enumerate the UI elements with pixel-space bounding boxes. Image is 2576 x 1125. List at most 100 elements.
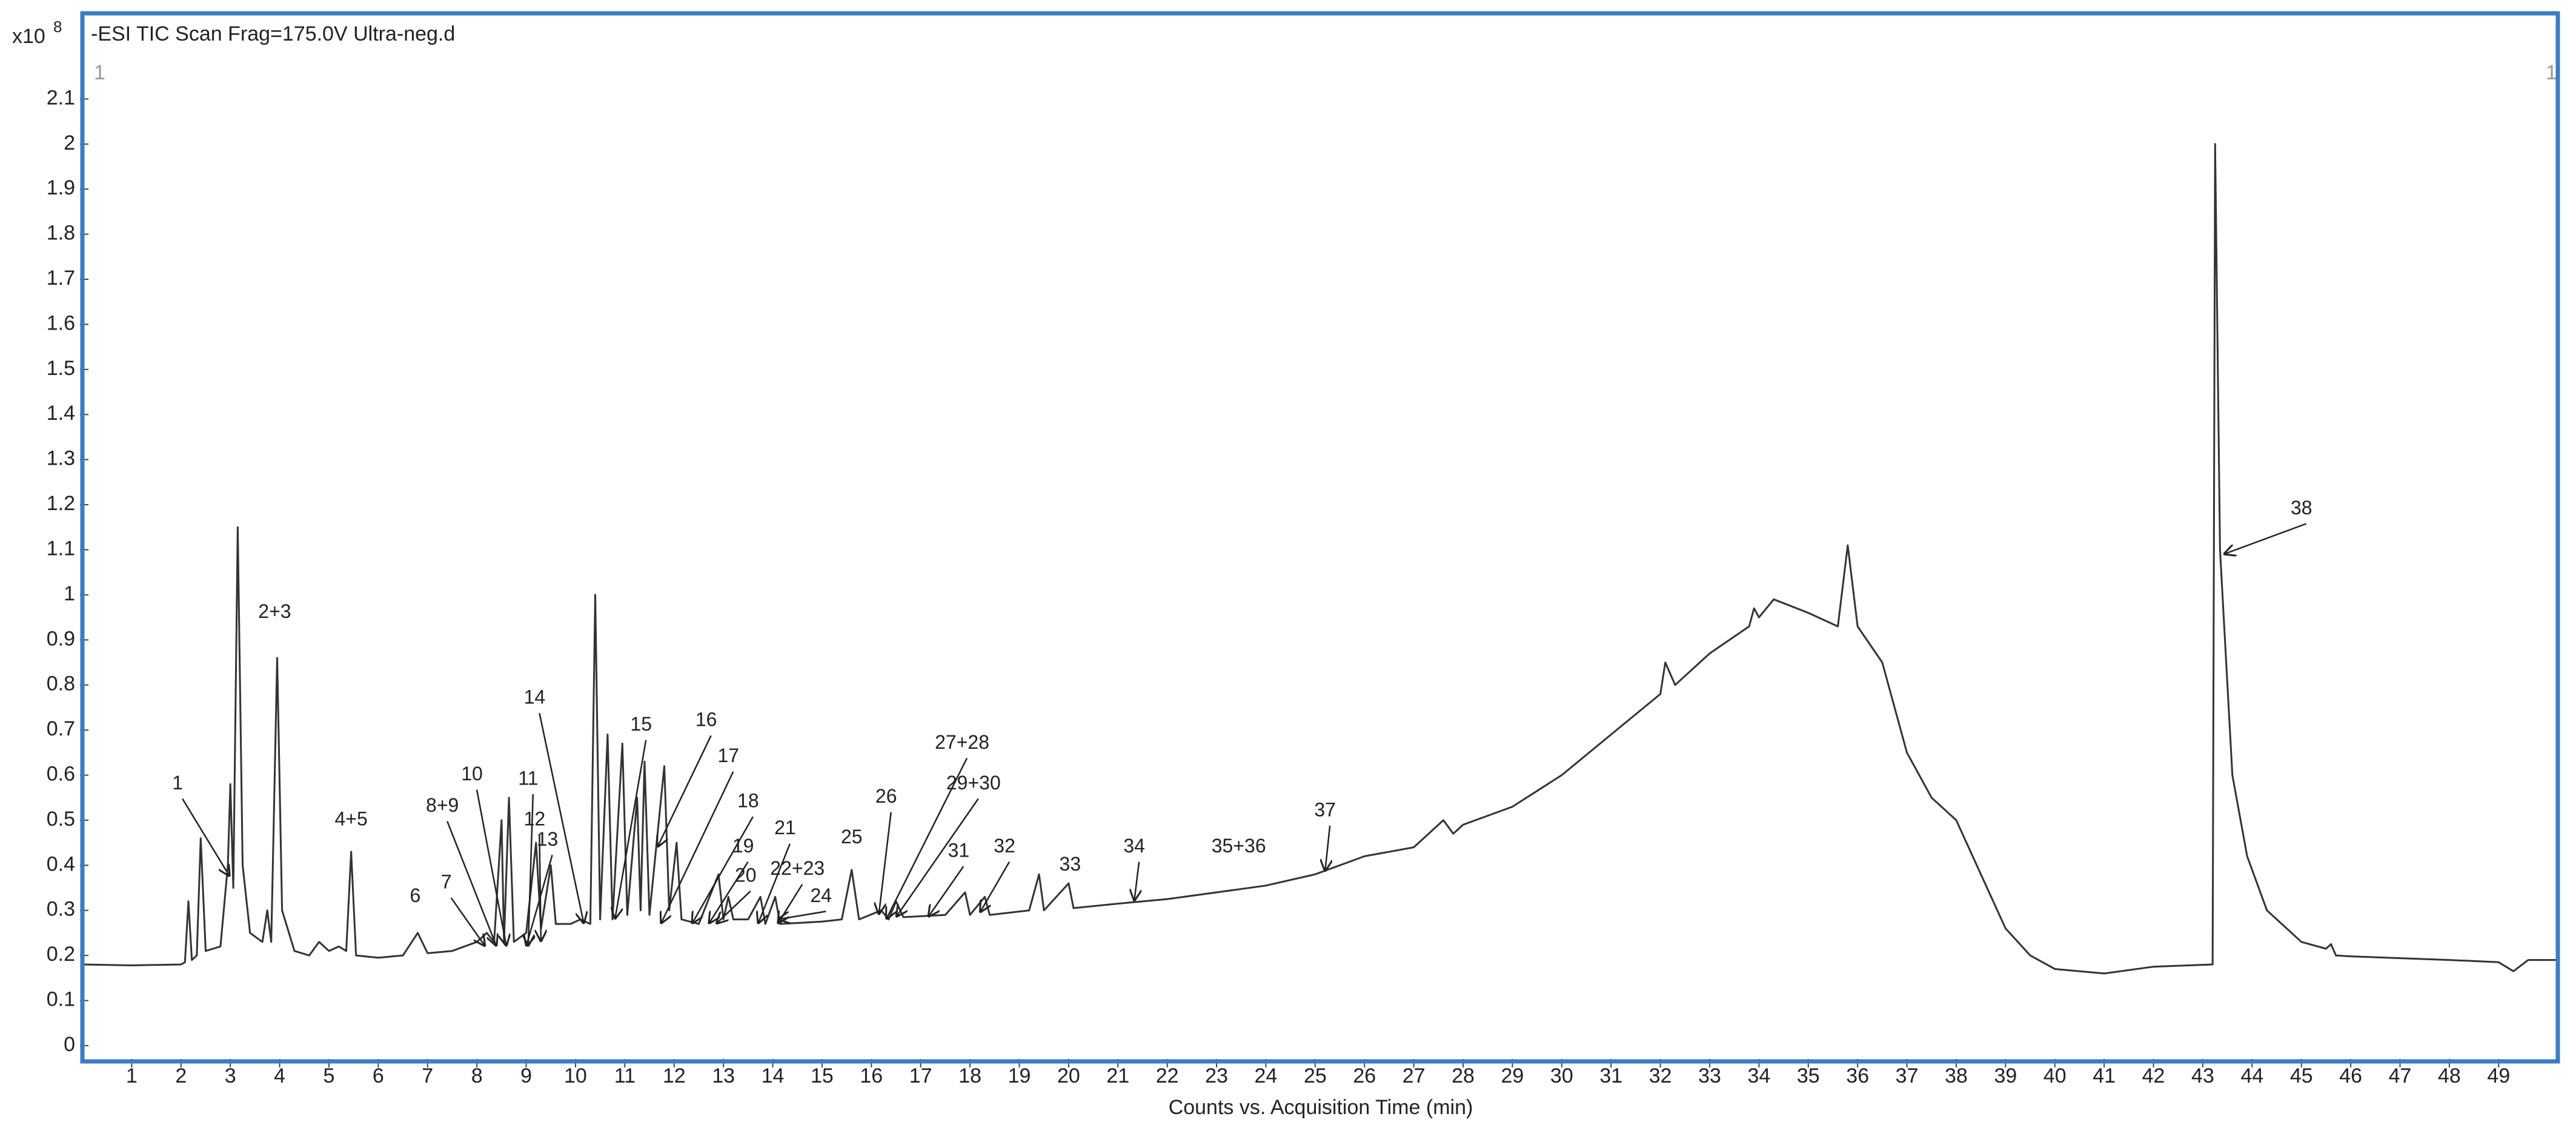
annotation-label: 17 (717, 745, 739, 766)
annotation-arrow (879, 812, 892, 915)
x-tick-label: 27 (1403, 1064, 1426, 1087)
annotation-arrow (886, 757, 968, 919)
y-tick-label: 1.6 (47, 311, 75, 334)
annotation-label: 10 (461, 763, 483, 785)
y-tick-label: 0.3 (47, 898, 75, 921)
annotation-arrow (692, 816, 754, 924)
annotation-arrow (526, 855, 553, 946)
y-tick-label: 0.7 (47, 717, 75, 740)
annotation-arrow (661, 771, 734, 924)
annotation-arrow (657, 735, 712, 847)
annotation-label: 37 (1314, 798, 1336, 820)
y-tick-label: 2 (64, 131, 75, 154)
annotation-arrow (476, 789, 506, 947)
x-tick-label: 29 (1501, 1064, 1524, 1087)
x-tick-label: 20 (1057, 1064, 1080, 1087)
x-tick-label: 13 (712, 1064, 735, 1087)
annotation-arrow (778, 911, 826, 919)
x-tick-label: 19 (1008, 1064, 1031, 1087)
annotation-label: 4+5 (334, 808, 367, 829)
x-tick-label: 42 (2142, 1064, 2165, 1087)
annotation-arrow (716, 891, 751, 924)
x-tick-label: 41 (2093, 1064, 2116, 1087)
annotation-label: 14 (524, 686, 546, 708)
x-tick-label: 35 (1797, 1064, 1820, 1087)
annotation-label: 31 (948, 839, 970, 861)
x-tick-label: 8 (471, 1064, 483, 1087)
x-tick-label: 47 (2389, 1064, 2412, 1087)
x-tick-label: 46 (2339, 1064, 2362, 1087)
annotation-arrow (615, 740, 647, 920)
x-tick-label: 44 (2240, 1064, 2263, 1087)
annotation-label: 12 (524, 808, 546, 829)
x-tick-label: 36 (1846, 1064, 1869, 1087)
x-tick-label: 16 (860, 1064, 883, 1087)
x-tick-label: 10 (564, 1064, 587, 1087)
annotation-label: 25 (841, 826, 863, 848)
x-tick-label: 31 (1599, 1064, 1622, 1087)
annotation-label: 13 (537, 828, 559, 850)
annotation-arrow (450, 897, 485, 946)
x-tick-label: 23 (1205, 1064, 1228, 1087)
x-tick-label: 1 (126, 1064, 138, 1087)
annotation-label: 7 (441, 871, 452, 893)
annotation-arrow (539, 712, 583, 924)
annotation-label: 38 (2291, 497, 2312, 519)
x-tick-label: 12 (663, 1064, 686, 1087)
y-tick-label: 0.6 (47, 762, 75, 785)
y-tick-label: 0.2 (47, 943, 75, 966)
annotation-label: 16 (695, 709, 717, 731)
y-tick-label: 1.9 (47, 176, 75, 199)
y-unit: x10 (12, 25, 45, 48)
annotation-arrow (896, 798, 979, 917)
annotation-label: 18 (737, 790, 759, 812)
annotation-label: 34 (1123, 835, 1145, 857)
x-tick-label: 24 (1255, 1064, 1278, 1087)
annotation-label: 29+30 (946, 772, 1001, 794)
annotation-arrow (539, 834, 541, 942)
x-tick-label: 7 (422, 1064, 433, 1087)
annotation-label: 1 (172, 772, 183, 794)
x-axis-label: Counts vs. Acquisition Time (min) (1169, 1096, 1473, 1119)
trace-line (82, 143, 2558, 975)
y-exponent: 8 (53, 18, 62, 36)
annotation-arrow (980, 861, 1011, 913)
y-tick-label: 1.7 (47, 267, 75, 290)
y-tick-label: 1.2 (47, 492, 75, 515)
x-tick-label: 43 (2191, 1064, 2214, 1087)
annotation-label: 20 (735, 864, 757, 886)
annotation-label: 8+9 (426, 794, 459, 816)
x-tick-label: 2 (175, 1064, 187, 1087)
annotation-label: 21 (774, 817, 796, 838)
annotation-label: 19 (732, 835, 754, 857)
x-tick-label: 22 (1156, 1064, 1179, 1087)
x-tick-label: 15 (811, 1064, 834, 1087)
annotation-arrow (758, 843, 791, 924)
annotation-label: 32 (994, 835, 1015, 857)
y-tick-label: 1.5 (47, 357, 75, 380)
y-tick-label: 1.3 (47, 447, 75, 470)
annotation-label: 11 (518, 767, 538, 789)
y-tick-label: 1 (64, 582, 75, 605)
x-tick-label: 32 (1649, 1064, 1672, 1087)
x-tick-label: 6 (373, 1064, 384, 1087)
x-tick-label: 4 (274, 1064, 285, 1087)
y-tick-label: 1.1 (47, 537, 75, 560)
x-tick-label: 5 (324, 1064, 335, 1087)
y-tick-label: 0 (64, 1033, 75, 1056)
y-tick-label: 0.5 (47, 808, 75, 831)
y-tick-label: 1.8 (47, 222, 75, 245)
y-tick-label: 0.4 (47, 852, 75, 875)
x-tick-label: 17 (909, 1064, 932, 1087)
x-tick-label: 21 (1106, 1064, 1129, 1087)
x-tick-label: 37 (1896, 1064, 1919, 1087)
x-tick-label: 33 (1698, 1064, 1721, 1087)
y-tick-label: 2.1 (47, 86, 75, 109)
x-tick-label: 18 (958, 1064, 981, 1087)
x-tick-label: 48 (2438, 1064, 2461, 1087)
x-tick-label: 30 (1550, 1064, 1573, 1087)
annotation-label: 35+36 (1212, 835, 1266, 857)
x-tick-label: 49 (2487, 1064, 2510, 1087)
annotation-label: 15 (630, 713, 652, 735)
